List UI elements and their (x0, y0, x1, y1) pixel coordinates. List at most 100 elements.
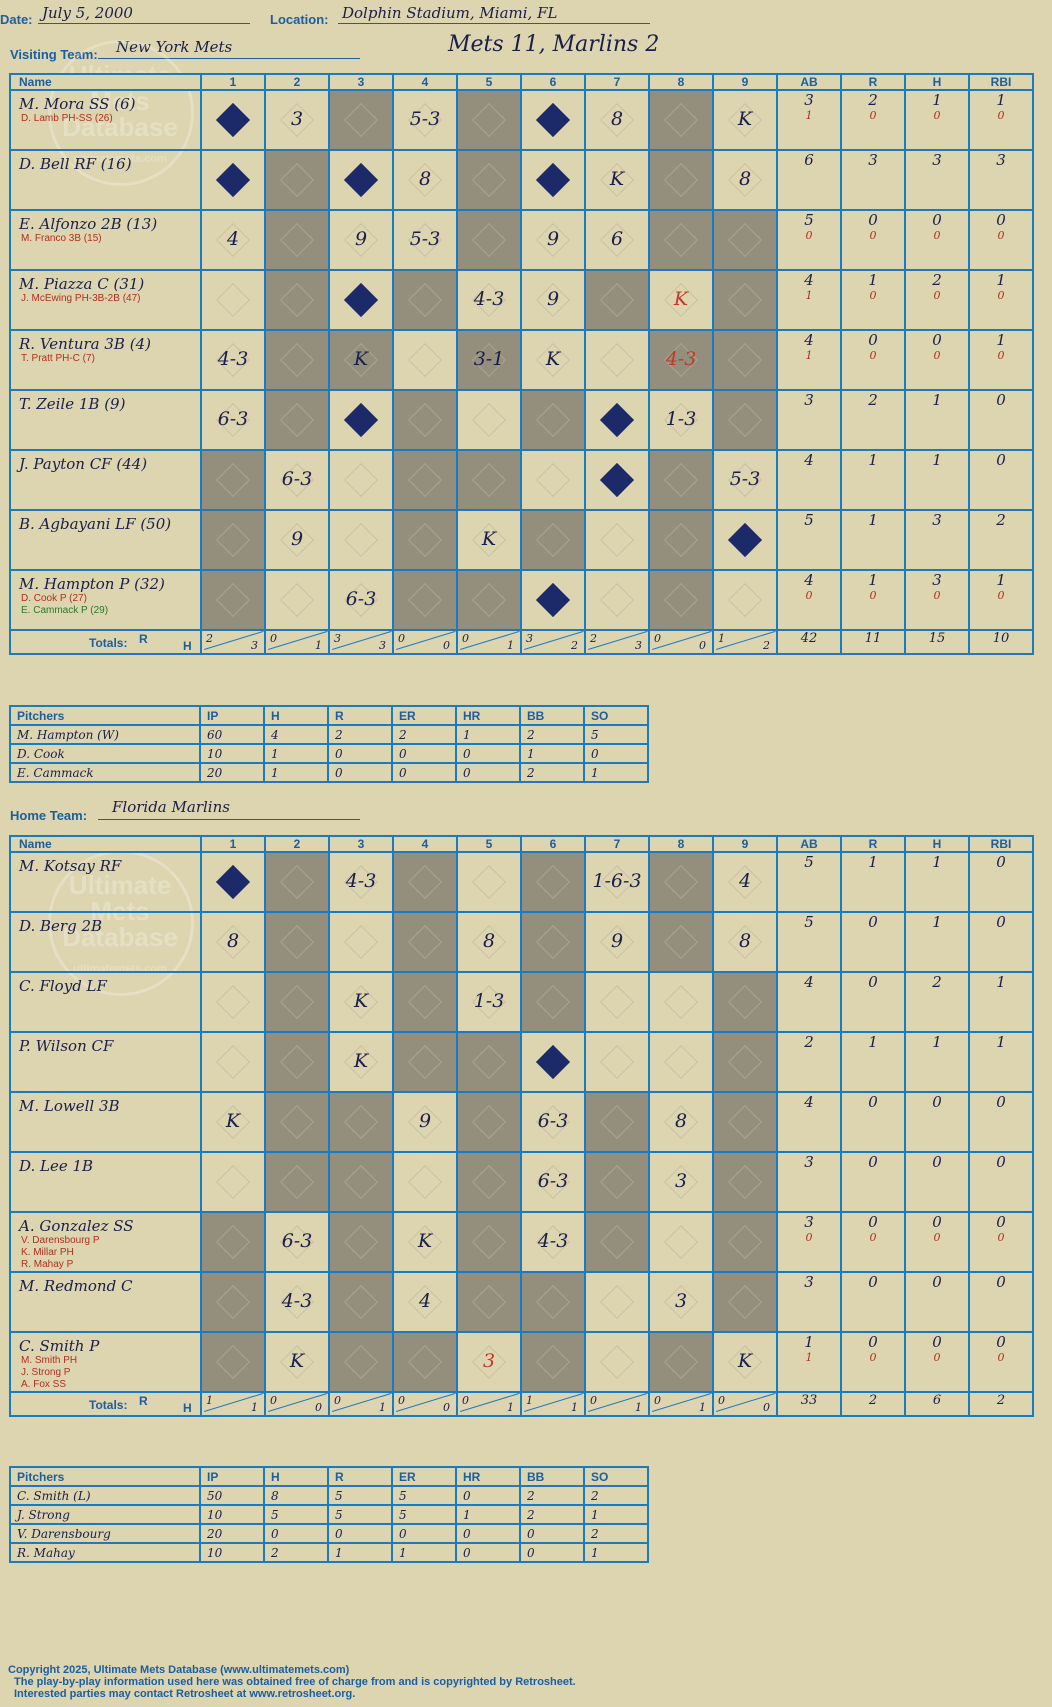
stat-r-sub-value: 0 (869, 349, 877, 362)
inning-cell (712, 1151, 778, 1213)
stat-h-sub-value: 0 (933, 109, 941, 122)
stat-h-value: 3 (932, 151, 942, 169)
diamond-icon (216, 463, 250, 497)
inning-cell (712, 329, 778, 391)
inning-cell (328, 89, 394, 151)
pitcher-name: C. Smith (L) (9, 1485, 201, 1506)
play-result: K (225, 1110, 241, 1132)
pitcher-stat: 2 (519, 1504, 585, 1525)
batter-name: A. Gonzalez SS (19, 1217, 134, 1235)
diamond-icon (408, 463, 442, 497)
play-result: K (545, 348, 561, 370)
inning-runs: 1 (718, 632, 725, 645)
stat-r-value: 0 (868, 1333, 878, 1351)
batter-name-cell: D. Berg 2B (9, 911, 202, 973)
inning-cell (712, 569, 778, 631)
stat-ab-sub-value: 1 (805, 1351, 813, 1364)
inning-cell (264, 1031, 330, 1093)
pitcher-name: J. Strong (9, 1504, 201, 1525)
total-r: 11 (840, 629, 906, 655)
stat-r-sub-value: 0 (869, 1231, 877, 1244)
inning-cell (584, 509, 650, 571)
pitcher-stat: 1 (263, 762, 329, 783)
stat-r-sub-value: 0 (869, 1351, 877, 1364)
totals-row: Totals: R H 1 1 0 0 0 1 0 0 0 1 1 1 0 1 0 1 0 0 33 2 6 2 (9, 1391, 1034, 1417)
diamond-icon (728, 1045, 762, 1079)
totals-label-cell: Totals: R H (9, 629, 202, 655)
footer: Copyright 2025, Ultimate Mets Database (… (8, 1664, 576, 1700)
inning-cell (648, 911, 714, 973)
pitcher-stat: 20 (199, 762, 265, 783)
diamond-icon (408, 1345, 442, 1379)
stat-h-value: 0 (932, 1213, 942, 1231)
pitchers-header: BB (519, 1466, 585, 1487)
stat-h-sub-value: 0 (933, 589, 941, 602)
batter-row: J. Payton CF (44) 6-3 5-3 4 1 1 0 (9, 449, 1034, 511)
stat-ab-sub-value: 1 (805, 289, 813, 302)
stat-ab: 5 (776, 851, 842, 913)
stat-rbi: 0 (968, 449, 1034, 511)
diamond-icon (536, 583, 570, 617)
substitute-name: K. Millar PH (21, 1247, 74, 1258)
stat-ab-value: 4 (804, 451, 814, 469)
inning-runs: 0 (334, 1394, 341, 1407)
inning-cell: 6-3 (328, 569, 394, 631)
batter-row: E. Alfonzo 2B (13) M. Franco 3B (15) 4 9 5-3… (9, 209, 1034, 271)
diamond-icon (408, 403, 442, 437)
header-inning-3: 3 (328, 73, 394, 91)
stat-rbi-value: 0 (996, 1273, 1006, 1291)
pitcher-stat: 0 (391, 1523, 457, 1544)
inning-cell (584, 389, 650, 451)
diamond-icon (728, 583, 762, 617)
stat-h: 3 (904, 149, 970, 211)
pitcher-row: J. Strong 10 5 5 5 1 2 1 (9, 1504, 649, 1525)
inning-cell (392, 329, 458, 391)
inning-cell: K (200, 1091, 266, 1153)
batter-row: M. Hampton P (32) D. Cook P (27) E. Cammac… (9, 569, 1034, 631)
inning-cell: 4-3 (456, 269, 522, 331)
stat-rbi-value: 0 (996, 913, 1006, 931)
batter-row: M. Redmond C 4-3 4 3 3 0 0 0 (9, 1271, 1034, 1333)
inning-cell (328, 1211, 394, 1273)
substitute-name: J. Strong P (21, 1367, 71, 1378)
inning-cell (456, 851, 522, 913)
pitcher-stat: 10 (199, 743, 265, 764)
inning-cell: 9 (584, 911, 650, 973)
batter-name: E. Alfonzo 2B (13) (19, 215, 158, 233)
batter-name: D. Bell RF (16) (19, 155, 132, 173)
inning-cell (520, 149, 586, 211)
stat-rbi-value: 1 (996, 571, 1006, 589)
diamond-icon (664, 925, 698, 959)
stat-r-value: 1 (868, 451, 878, 469)
inning-cell (456, 449, 522, 511)
inning-cell: 8 (392, 149, 458, 211)
diamond-icon (216, 1165, 250, 1199)
stat-rbi: 0 (968, 1271, 1034, 1333)
inning-runs: 3 (334, 632, 341, 645)
inning-cell: 3 (456, 1331, 522, 1393)
diamond-icon (280, 865, 314, 899)
inning-cell (392, 1031, 458, 1093)
header-inning-6: 6 (520, 835, 586, 853)
inning-runs: 2 (206, 632, 213, 645)
pitchers-header: IP (199, 705, 265, 726)
inning-cell (264, 851, 330, 913)
stat-r: 2 (840, 389, 906, 451)
stat-h: 3 (904, 509, 970, 571)
play-result: 3 (482, 1350, 496, 1372)
inning-cell: K (328, 971, 394, 1033)
pitcher-stat: 1 (583, 1542, 649, 1563)
stat-rbi-sub-value: 0 (997, 229, 1005, 242)
diamond-icon (728, 283, 762, 317)
inning-hits: 1 (315, 639, 322, 652)
